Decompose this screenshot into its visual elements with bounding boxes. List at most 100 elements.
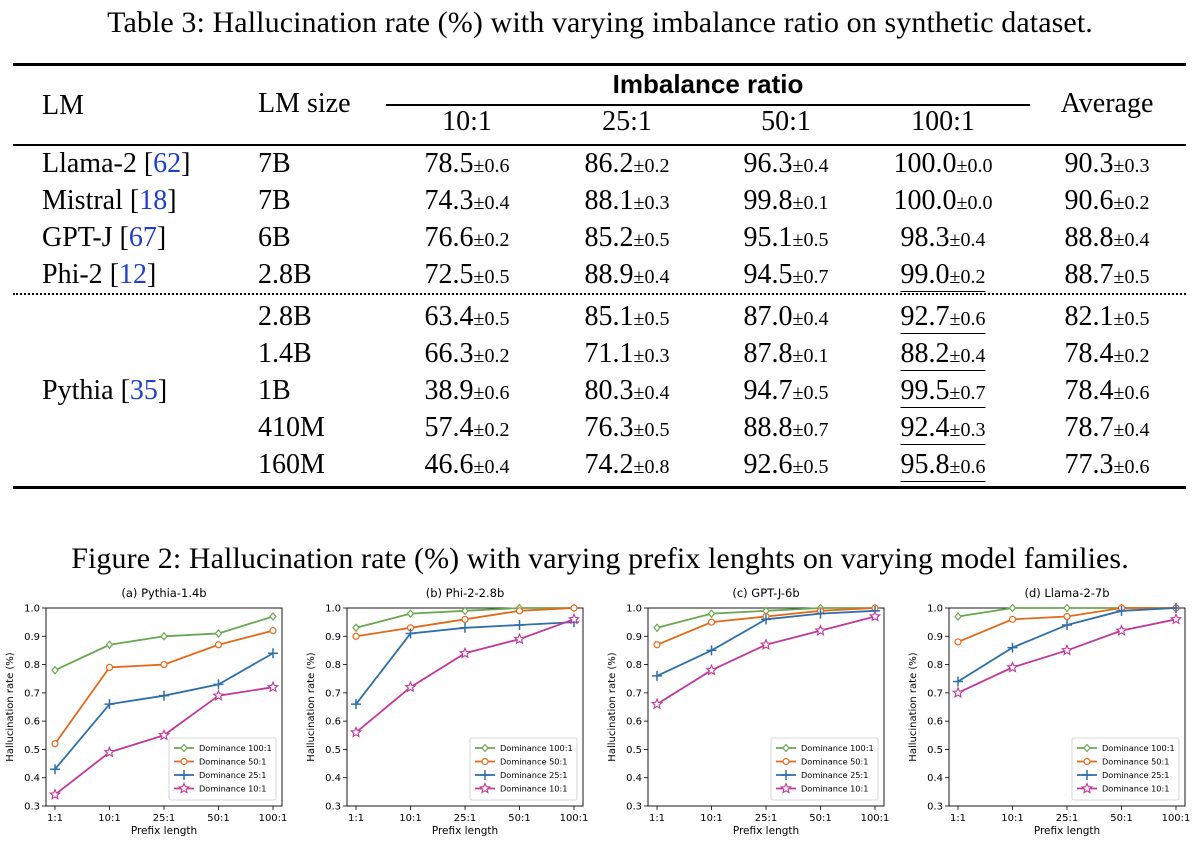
- data-point: [759, 638, 773, 650]
- value-cell: 88.9±0.4: [585, 261, 670, 289]
- value-cell: 76.6±0.2: [425, 224, 510, 252]
- value-text: 78.7: [1064, 412, 1114, 443]
- std-text: ±0.6: [473, 155, 510, 177]
- data-point: [1082, 770, 1092, 780]
- y-tick-label: 0.6: [626, 717, 642, 728]
- y-tick-label: 0.8: [626, 660, 642, 671]
- std-text: ±0.6: [949, 308, 986, 330]
- value-text: 57.4: [424, 412, 474, 443]
- value-text: 71.1: [584, 338, 634, 369]
- value-text: 76.6: [424, 222, 474, 253]
- y-axis-label: Hallucination rate (%): [306, 652, 317, 762]
- data-point: [652, 670, 662, 681]
- y-tick-label: 0.7: [626, 688, 642, 699]
- y-axis-label: Hallucination rate (%): [5, 652, 16, 762]
- value-text: 96.3: [743, 148, 793, 179]
- std-text: ±0.4: [633, 382, 670, 404]
- y-tick-label: 0.6: [325, 717, 341, 728]
- value-cell: 38.9±0.6: [425, 377, 510, 405]
- legend-label: Dominance 25:1: [500, 770, 568, 780]
- data-point: [177, 782, 191, 794]
- std-text: ±0.5: [473, 308, 510, 330]
- citation-link[interactable]: 62: [153, 148, 182, 179]
- data-point: [180, 743, 188, 753]
- table-top-rule: [13, 63, 1186, 66]
- value-text: 87.0: [743, 301, 793, 332]
- legend: [1071, 737, 1180, 801]
- value-cell: 46.6±0.4: [425, 451, 510, 479]
- value-cell: 92.7±0.6: [900, 301, 986, 334]
- y-tick-label: 0.7: [927, 688, 943, 699]
- lm-name-text: Llama-2: [42, 148, 137, 179]
- value-cell: 94.7±0.5: [744, 377, 829, 405]
- value-text: 88.8: [743, 412, 793, 443]
- citation-link[interactable]: 67: [128, 222, 157, 253]
- y-tick-label: 0.4: [927, 773, 943, 784]
- table-caption: Table 3: Hallucination rate (%) with var…: [107, 6, 1093, 39]
- header-imbalance-ratio: Imbalance ratio: [612, 69, 804, 99]
- citation-link[interactable]: 12: [119, 259, 148, 290]
- x-tick-label: 25:1: [1056, 813, 1078, 824]
- std-text: ±0.5: [633, 229, 670, 251]
- value-cell: 99.0±0.2: [900, 259, 986, 292]
- legend-label: Dominance 100:1: [801, 743, 874, 753]
- std-text: ±0.4: [473, 456, 510, 478]
- data-point: [815, 608, 826, 619]
- data-point: [104, 699, 115, 710]
- std-text: ±0.5: [473, 266, 510, 288]
- std-text: ±0.2: [1113, 192, 1150, 214]
- lm-name: Llama-2 [62]: [42, 148, 191, 179]
- table-group-divider: [13, 293, 1186, 295]
- value-text: 100.0: [893, 148, 957, 179]
- data-point: [103, 745, 116, 758]
- value-cell: 96.3±0.4: [744, 150, 829, 178]
- x-tick-label: 50:1: [809, 813, 831, 824]
- std-text: ±0.6: [1113, 456, 1150, 478]
- data-point: [179, 770, 189, 780]
- table-header-rule: [13, 144, 1186, 146]
- imbalance-rule: [386, 104, 1030, 106]
- data-point: [781, 770, 791, 780]
- value-text: 72.5: [424, 259, 474, 290]
- data-point: [406, 609, 415, 619]
- data-point: [480, 770, 490, 780]
- citation-link[interactable]: 35: [129, 375, 158, 406]
- y-tick-label: 0.8: [927, 660, 943, 671]
- std-text: ±0.1: [792, 345, 829, 367]
- citation-link[interactable]: 18: [139, 185, 168, 216]
- data-point: [105, 640, 114, 650]
- value-text: 78.4: [1064, 375, 1114, 406]
- value-cell: 86.2±0.2: [585, 150, 670, 178]
- x-tick-label: 10:1: [700, 813, 722, 824]
- value-text: 99.8: [743, 185, 793, 216]
- value-text: 92.7: [900, 301, 950, 332]
- y-tick-label: 0.5: [24, 745, 40, 756]
- legend-label: Dominance 25:1: [801, 770, 869, 780]
- value-text: 92.4: [900, 412, 950, 443]
- lm-size: 7B: [258, 148, 291, 179]
- value-text: 74.2: [584, 449, 634, 480]
- std-text: ±0.2: [473, 229, 510, 251]
- y-tick-label: 0.9: [927, 632, 943, 643]
- data-point: [404, 680, 417, 693]
- data-point: [352, 632, 360, 640]
- chart-phi2: (b) Phi-2-2.8b 0.3 0.4 0.5 0.6 0.7 0.8 0.9 1.0 1:…: [301, 584, 591, 846]
- x-tick-label: 1:1: [348, 813, 364, 824]
- std-text: ±0.2: [633, 155, 670, 177]
- legend-label: Dominance 10:1: [1102, 784, 1170, 794]
- value-cell: 95.1±0.5: [744, 224, 829, 252]
- data-point: [707, 618, 716, 626]
- value-text: 38.9: [424, 375, 474, 406]
- value-cell: 80.3±0.4: [585, 377, 670, 405]
- data-point: [567, 612, 581, 625]
- value-text: 88.2: [900, 338, 950, 369]
- value-cell: 95.8±0.6: [900, 451, 986, 482]
- value-cell: 99.5±0.7: [900, 377, 986, 408]
- data-point: [352, 623, 360, 633]
- std-text: ±0.2: [1113, 345, 1150, 367]
- value-text: 99.0: [900, 259, 950, 290]
- header-ratio-50: 50:1: [761, 106, 811, 137]
- lm-size: 7B: [258, 185, 291, 216]
- value-text: 85.1: [584, 301, 634, 332]
- std-text: ±0.5: [633, 419, 670, 441]
